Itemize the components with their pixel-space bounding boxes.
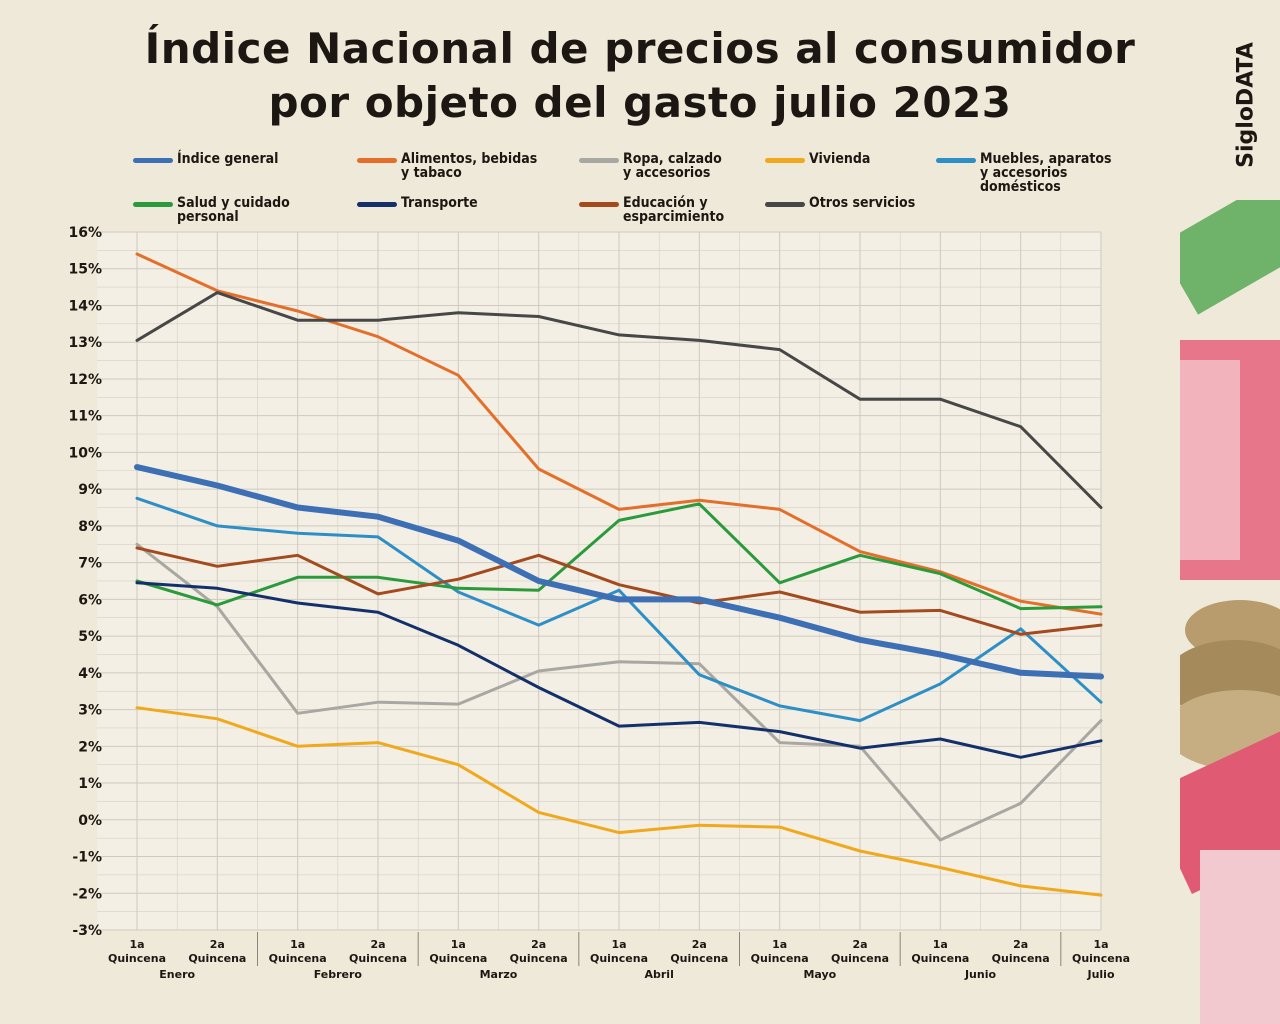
y-tick-label: -1% — [72, 850, 102, 866]
month-label: Junio — [964, 968, 997, 981]
x-tick-label: Quincena — [1072, 952, 1130, 965]
x-tick-label: 2a — [692, 938, 707, 951]
y-tick-label: -2% — [72, 886, 102, 902]
x-tick-label: 2a — [852, 938, 867, 951]
x-tick-label: 1a — [611, 938, 626, 951]
series-line — [134, 464, 1104, 680]
y-tick-label: 4% — [78, 666, 102, 682]
y-tick-label: 7% — [78, 556, 102, 572]
month-label: Enero — [159, 968, 195, 981]
x-tick-label: Quincena — [188, 952, 246, 965]
x-tick-label: 1a — [451, 938, 466, 951]
x-tick-label: Quincena — [751, 952, 809, 965]
y-tick-label: 3% — [78, 703, 102, 719]
x-tick-label: Quincena — [108, 952, 166, 965]
x-tick-label: Quincena — [349, 952, 407, 965]
y-tick-label: 0% — [78, 813, 102, 829]
x-tick-label: 2a — [370, 938, 385, 951]
x-tick-label: Quincena — [269, 952, 327, 965]
series-line — [135, 706, 1103, 897]
y-tick-label: 8% — [78, 519, 102, 535]
title-line-2: por objeto del gasto julio 2023 — [268, 78, 1012, 127]
title-line-1: Índice Nacional de precios al consumidor — [144, 24, 1136, 73]
y-tick-label: 1% — [78, 776, 102, 792]
x-tick-label: Quincena — [590, 952, 648, 965]
y-tick-label: 11% — [68, 409, 102, 425]
x-tick-label: 1a — [290, 938, 305, 951]
month-label: Marzo — [480, 968, 518, 981]
banknote-green-image — [1180, 200, 1280, 315]
x-tick-label: 1a — [1093, 938, 1108, 951]
y-tick-label: 16% — [68, 225, 102, 241]
banknote-red-image — [1180, 340, 1280, 580]
x-tick-label: 2a — [210, 938, 225, 951]
y-tick-label: 5% — [78, 629, 102, 645]
series-line — [135, 291, 1103, 509]
series-line — [135, 542, 1103, 842]
y-tick-label: 10% — [68, 445, 102, 461]
y-tick-label: 14% — [68, 298, 102, 314]
x-tick-label: Quincena — [670, 952, 728, 965]
chart-title: Índice Nacional de precios al consumidor… — [60, 22, 1220, 130]
y-tick-label: 6% — [78, 592, 102, 608]
x-tick-label: 1a — [933, 938, 948, 951]
series-line — [135, 502, 1103, 611]
y-tick-label: 2% — [78, 739, 102, 755]
series-line — [135, 581, 1103, 759]
series-line — [135, 252, 1103, 616]
y-tick-label: -3% — [72, 923, 102, 939]
month-label: Febrero — [314, 968, 363, 981]
y-tick-label: 13% — [68, 335, 102, 351]
month-label: Julio — [1086, 968, 1114, 981]
month-label: Mayo — [803, 968, 836, 981]
month-label: Abril — [644, 968, 673, 981]
x-tick-label: Quincena — [831, 952, 889, 965]
x-tick-label: Quincena — [992, 952, 1050, 965]
x-tick-label: 2a — [531, 938, 546, 951]
y-tick-label: 12% — [68, 372, 102, 388]
x-tick-label: Quincena — [429, 952, 487, 965]
x-tick-label: 2a — [1013, 938, 1028, 951]
x-tick-label: Quincena — [510, 952, 568, 965]
x-tick-label: Quincena — [911, 952, 969, 965]
banknote-pink-image — [1180, 730, 1280, 1024]
x-tick-label: 1a — [129, 938, 144, 951]
series-line — [135, 546, 1103, 636]
x-tick-label: 1a — [772, 938, 787, 951]
y-tick-label: 15% — [68, 262, 102, 278]
money-decoration — [1180, 200, 1280, 1024]
series-line — [135, 496, 1103, 723]
y-tick-label: 9% — [78, 482, 102, 498]
